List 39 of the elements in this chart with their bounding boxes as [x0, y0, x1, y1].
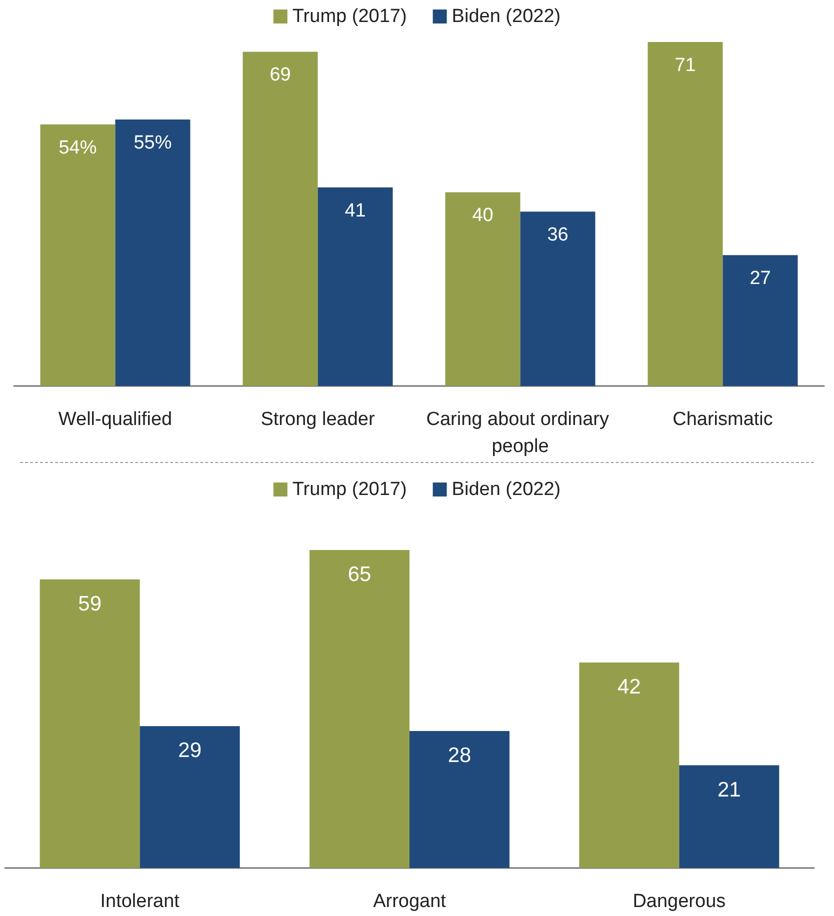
bar [310, 550, 410, 868]
bar [318, 187, 393, 386]
data-label: 71 [674, 55, 696, 76]
bar [445, 192, 520, 386]
data-label: 65 [348, 563, 372, 586]
legend-label: Trump (2017) [292, 6, 407, 27]
bar [115, 120, 190, 386]
data-label: 54% [58, 137, 97, 158]
legend-label: Biden (2022) [452, 6, 561, 27]
bar [722, 255, 798, 386]
bar [520, 212, 596, 386]
x-tick-label: Charismatic [672, 409, 773, 430]
x-tick-label: Dangerous [632, 891, 726, 912]
bar [40, 579, 140, 868]
x-tick-label: Intolerant [100, 891, 180, 912]
x-tick-label: Well-qualified [58, 409, 172, 430]
data-label: 69 [270, 64, 291, 86]
bar [579, 662, 680, 868]
bar [648, 42, 723, 386]
x-tick-label: Strong leader [260, 409, 376, 430]
data-label: 29 [178, 739, 202, 762]
data-label: 41 [344, 200, 366, 222]
legend-label: Biden (2022) [452, 479, 561, 500]
bar [140, 726, 240, 868]
data-label: 42 [617, 676, 641, 699]
data-label: 21 [717, 778, 741, 802]
data-label: 36 [547, 224, 568, 246]
x-tick-label: Arrogant [373, 891, 447, 912]
bar [242, 52, 318, 386]
bar [40, 124, 116, 386]
data-label: 59 [78, 592, 102, 616]
bar [410, 731, 510, 868]
bar [679, 765, 780, 868]
legend-label: Trump (2017) [292, 479, 407, 500]
data-label: 27 [750, 268, 771, 290]
x-tick-label: Caring about ordinary people [426, 409, 614, 457]
data-label: 28 [448, 744, 472, 768]
data-label: 40 [472, 205, 494, 226]
data-label: 55% [134, 132, 172, 154]
